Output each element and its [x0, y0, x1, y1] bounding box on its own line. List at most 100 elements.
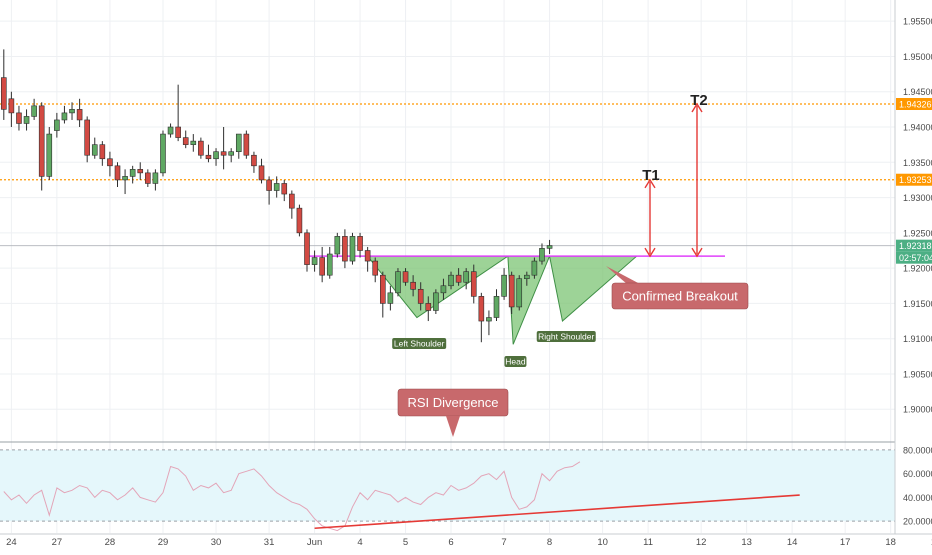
candle-body	[16, 112, 22, 124]
rsi-panel	[0, 441, 895, 532]
candle	[122, 169, 128, 195]
candle-body	[145, 172, 151, 184]
breakout-pointer	[606, 266, 640, 284]
y-tick-label: 1.93000	[903, 193, 932, 203]
x-tick-label: 5	[403, 537, 408, 548]
rsi-divergence-pointer	[446, 416, 460, 437]
countdown-tag	[896, 251, 932, 264]
candle	[425, 296, 432, 322]
rsi-divergence-line	[314, 494, 800, 530]
x-tick-label: 30	[211, 537, 222, 548]
candle-body	[448, 274, 454, 287]
t1-arrow-head-down	[644, 247, 656, 258]
candle-body	[175, 126, 181, 138]
candle	[364, 246, 371, 272]
candle-body	[289, 193, 295, 209]
candle-body	[46, 133, 53, 177]
candle	[251, 151, 257, 173]
candle	[410, 275, 416, 297]
y-tick-label: 1.95000	[903, 52, 932, 62]
countdown-label: 02:57:04	[899, 253, 932, 263]
candle-body	[364, 250, 371, 262]
candle-body	[213, 151, 219, 160]
candle	[516, 275, 523, 311]
breakout-box	[611, 282, 749, 310]
candle	[524, 271, 530, 286]
candle-body	[546, 245, 553, 249]
rsi-divergence-label: RSI Divergence	[407, 395, 498, 410]
candle-body	[539, 248, 545, 262]
candle-body	[524, 274, 530, 280]
candle	[54, 112, 60, 138]
candle	[84, 116, 90, 163]
y-tick-label: 1.93500	[903, 158, 932, 168]
candle	[273, 176, 280, 198]
candle-body	[220, 151, 227, 156]
candle	[46, 127, 53, 180]
candle	[160, 130, 166, 177]
candle	[546, 239, 553, 255]
candle	[470, 264, 477, 304]
candle-body	[76, 109, 83, 121]
candle-body	[395, 271, 401, 294]
y-tick-label: 1.94500	[903, 87, 932, 97]
candle-body	[410, 281, 416, 290]
candle-body	[114, 165, 121, 181]
candle	[137, 162, 144, 180]
head-badge	[504, 356, 527, 367]
candles-layer	[0, 49, 553, 343]
candle	[220, 127, 227, 170]
candle-body	[516, 278, 523, 308]
candle-body	[402, 271, 409, 283]
candle-body	[228, 151, 234, 156]
candle	[99, 141, 106, 166]
candle-body	[463, 271, 469, 283]
candle	[281, 179, 288, 202]
x-tick-label: 28	[105, 537, 116, 548]
candle	[205, 144, 212, 163]
candle-body	[304, 232, 310, 265]
candle-body	[160, 133, 166, 174]
candle-body	[182, 137, 189, 145]
candle	[198, 137, 204, 159]
rsi-line	[3, 461, 581, 532]
candle	[319, 246, 325, 283]
candle	[129, 165, 136, 184]
candle	[114, 162, 121, 187]
candle	[326, 246, 333, 279]
candle	[508, 271, 515, 314]
x-tick-label: 17	[840, 537, 851, 548]
current-price-label: 1.92318	[899, 241, 932, 251]
t2-arrow-head-down	[691, 247, 703, 258]
y-tick-label: 1.91000	[903, 334, 932, 344]
right-shoulder-label: Right Shoulder	[538, 332, 594, 342]
rsi-tick-label: 40.0000	[903, 493, 932, 503]
candle-body	[379, 274, 386, 304]
candle-body	[107, 158, 113, 167]
candle-body	[190, 140, 197, 145]
candle	[501, 268, 507, 300]
candle-body	[258, 165, 265, 181]
candle-body	[486, 317, 492, 322]
candle-body	[311, 257, 318, 265]
x-tick-label: 6	[448, 537, 453, 548]
candle-body	[296, 207, 303, 234]
candle-body	[417, 288, 424, 304]
candle-body	[205, 154, 212, 160]
candle-body	[266, 179, 272, 191]
y-tick-label: 1.95500	[903, 17, 932, 27]
candle	[38, 102, 45, 191]
x-tick-label: 4	[357, 537, 362, 548]
candle-body	[342, 236, 348, 262]
candle	[31, 98, 37, 120]
y-tick-label: 1.94000	[903, 123, 932, 133]
candle-body	[61, 112, 68, 121]
candle-body	[470, 271, 477, 297]
breakout-label: Confirmed Breakout	[622, 289, 738, 304]
rsi-tick-label: 80.0000	[903, 445, 932, 455]
current-price-tag	[896, 239, 932, 252]
x-tick-label: 11	[643, 537, 653, 548]
levels-layer: 1.94326 1.93253 1.92318 02:57:04	[0, 98, 932, 264]
